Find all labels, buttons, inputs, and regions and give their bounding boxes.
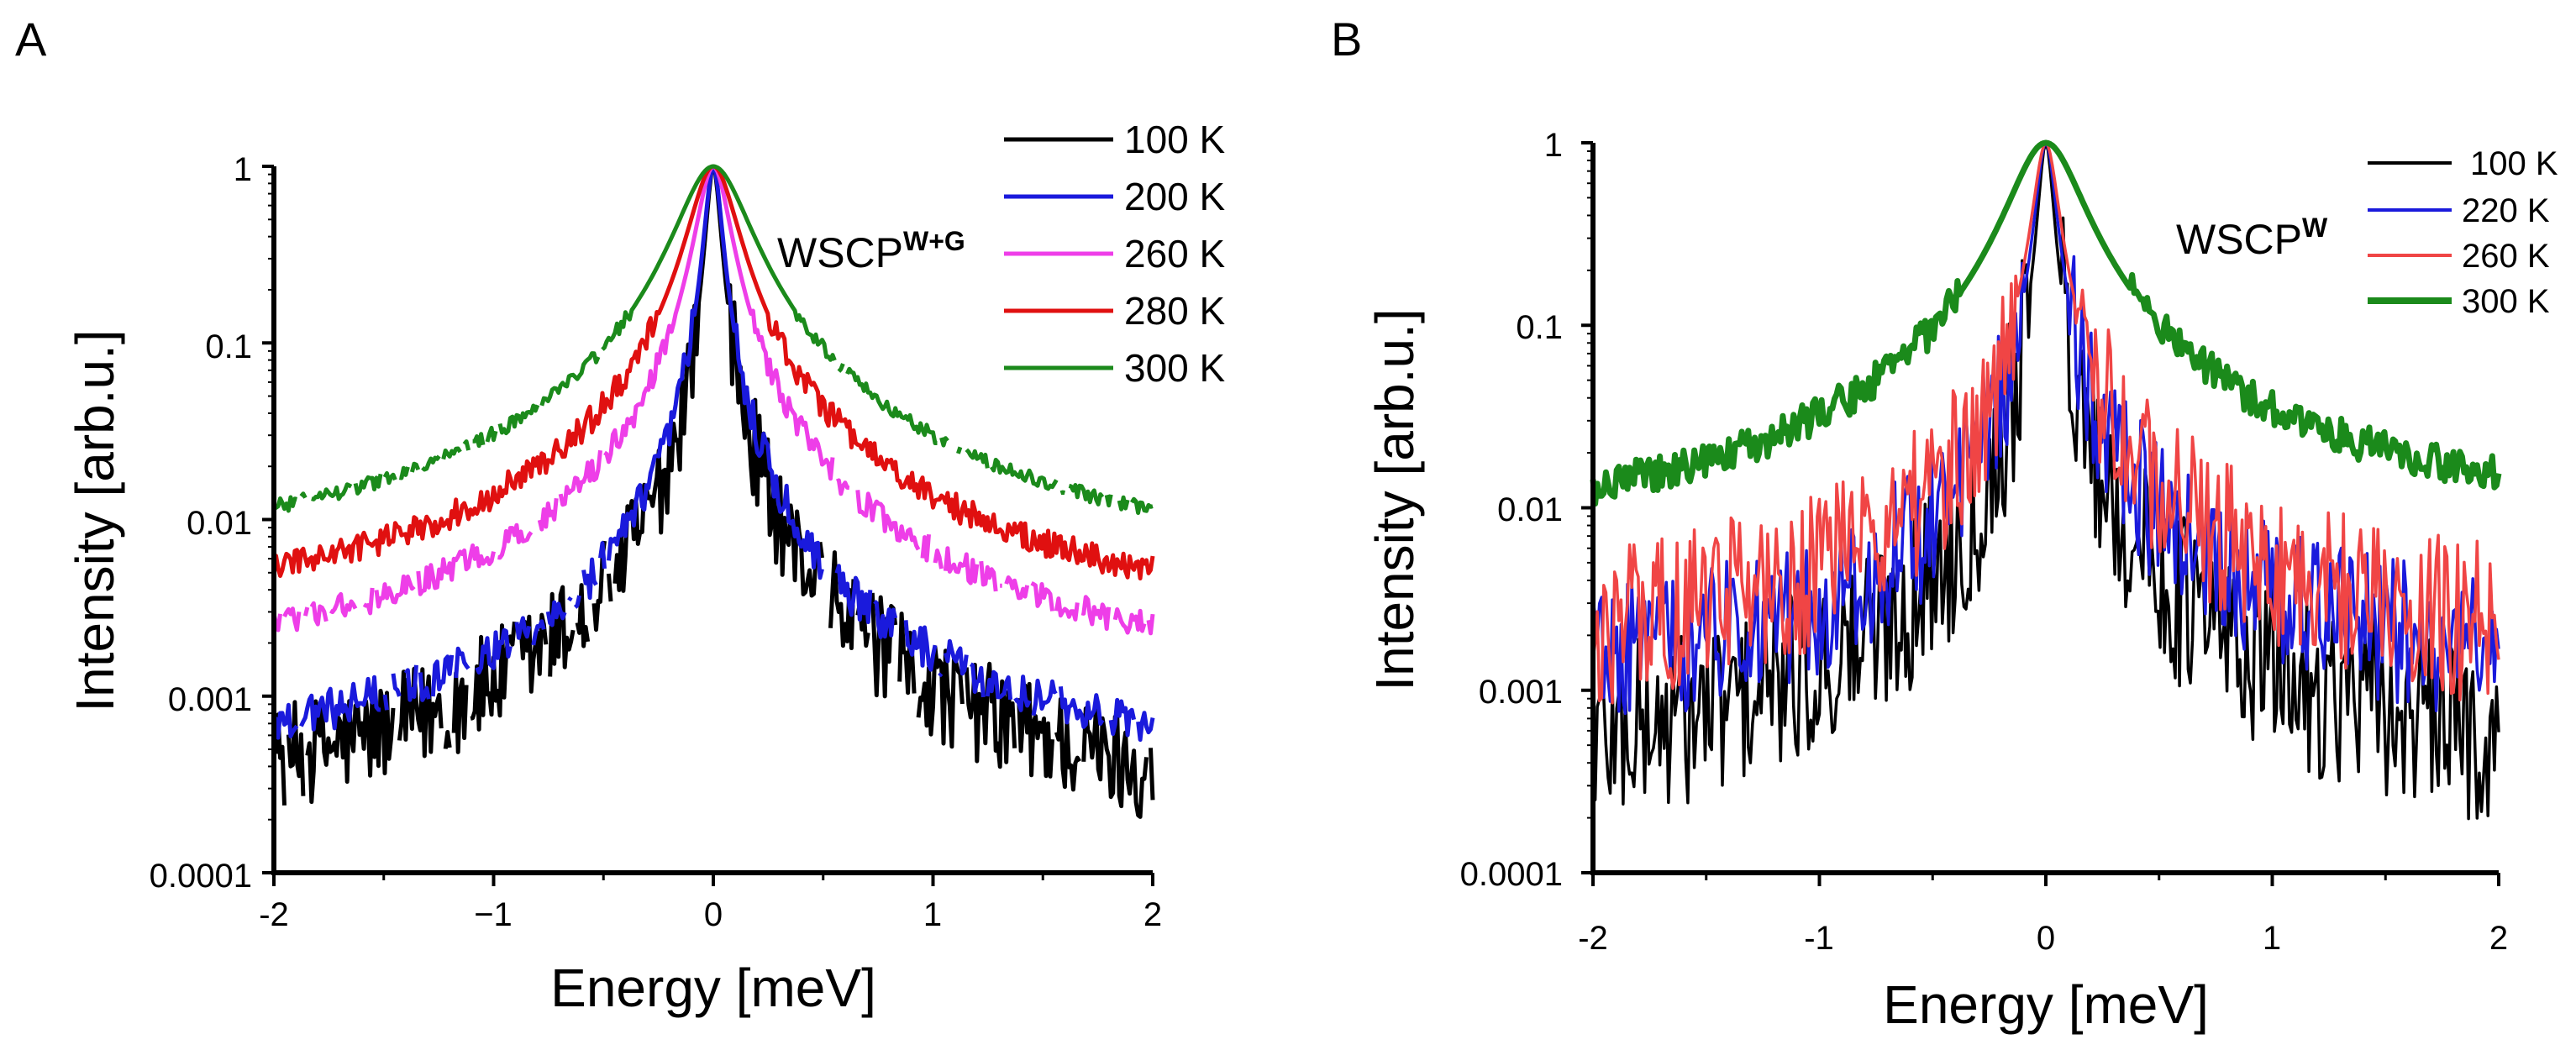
legend-label-a: 280 K (1124, 289, 1226, 333)
ticks-b (1581, 141, 2500, 886)
x-tick-label-b: -2 (1578, 920, 1608, 957)
ticks-a (262, 165, 1154, 886)
x-axis-title-a: Energy [meV] (550, 958, 876, 1018)
y-tick-label-b: 0.001 (1479, 674, 1563, 711)
panel-letter-a: A (15, 13, 47, 66)
x-tick-label-a: 0 (704, 896, 723, 933)
x-tick-label-b: 1 (2263, 920, 2281, 957)
series-line-100k-b (1591, 141, 2500, 821)
legend-label-a: 260 K (1124, 232, 1226, 276)
y-tick-label-a: 0.1 (205, 328, 252, 365)
y-tick-label-b: 0.1 (1516, 309, 1563, 346)
x-axis-title-b: Energy [meV] (1883, 974, 2209, 1035)
series-line-280k-a (271, 164, 1155, 580)
y-tick-label-a: 1 (234, 151, 252, 188)
sample-label-a: WSCPW+G (777, 226, 965, 276)
legend-label-a: 300 K (1124, 346, 1226, 390)
x-tick-label-b: 0 (2037, 920, 2055, 957)
x-tick-label-a: -2 (259, 896, 289, 933)
x-tick-label-b: -1 (1804, 920, 1834, 957)
panel-letter-b: B (1331, 13, 1362, 66)
series-group-b (1590, 139, 2502, 821)
x-tick-label-a: 1 (923, 896, 942, 933)
legend-label-b: 300 K (2462, 283, 2550, 320)
legend-label-b: 220 K (2462, 192, 2550, 229)
y-tick-label-a: 0.0001 (150, 858, 252, 895)
sample-label-b: WSCPW (2176, 213, 2328, 263)
x-tick-label-b: 2 (2489, 920, 2508, 957)
y-tick-label-b: 0.0001 (1460, 856, 1563, 893)
series-line-260k-a (271, 164, 1155, 636)
x-tick-label-a: 2 (1143, 896, 1162, 933)
x-tick-label-a: −1 (474, 896, 513, 933)
series-line-100k-a (274, 164, 1155, 819)
legend-label-b: 260 K (2462, 238, 2550, 275)
legend-label-b: 100 K (2470, 145, 2558, 182)
y-tick-label-a: 0.001 (168, 681, 252, 718)
series-line-300k-b (1590, 139, 2502, 507)
y-tick-label-b: 0.01 (1497, 491, 1563, 528)
panel-a: A -2 −1 0 1 2 1 0.1 0.01 0.001 0.0001 En… (15, 13, 1226, 1018)
series-line-300k-a (272, 164, 1154, 515)
panel-b: B -2 -1 0 1 2 1 0.1 0.01 0.001 0.0001 En… (1331, 13, 2558, 1035)
series-group-a (271, 164, 1155, 819)
legend-label-a: 100 K (1124, 118, 1226, 161)
legend-label-a: 200 K (1124, 175, 1226, 218)
y-tick-label-b: 1 (1544, 127, 1563, 164)
y-axis-title-b: Intensity [arb.u.] (1364, 308, 1425, 690)
y-tick-label-a: 0.01 (187, 505, 252, 542)
legend-a: 100 K 200 K 260 K 280 K 300 K (1004, 118, 1226, 390)
legend-b: 100 K 220 K 260 K 300 K (2368, 145, 2558, 320)
y-axis-title-a: Intensity [arb.u.] (65, 329, 125, 711)
